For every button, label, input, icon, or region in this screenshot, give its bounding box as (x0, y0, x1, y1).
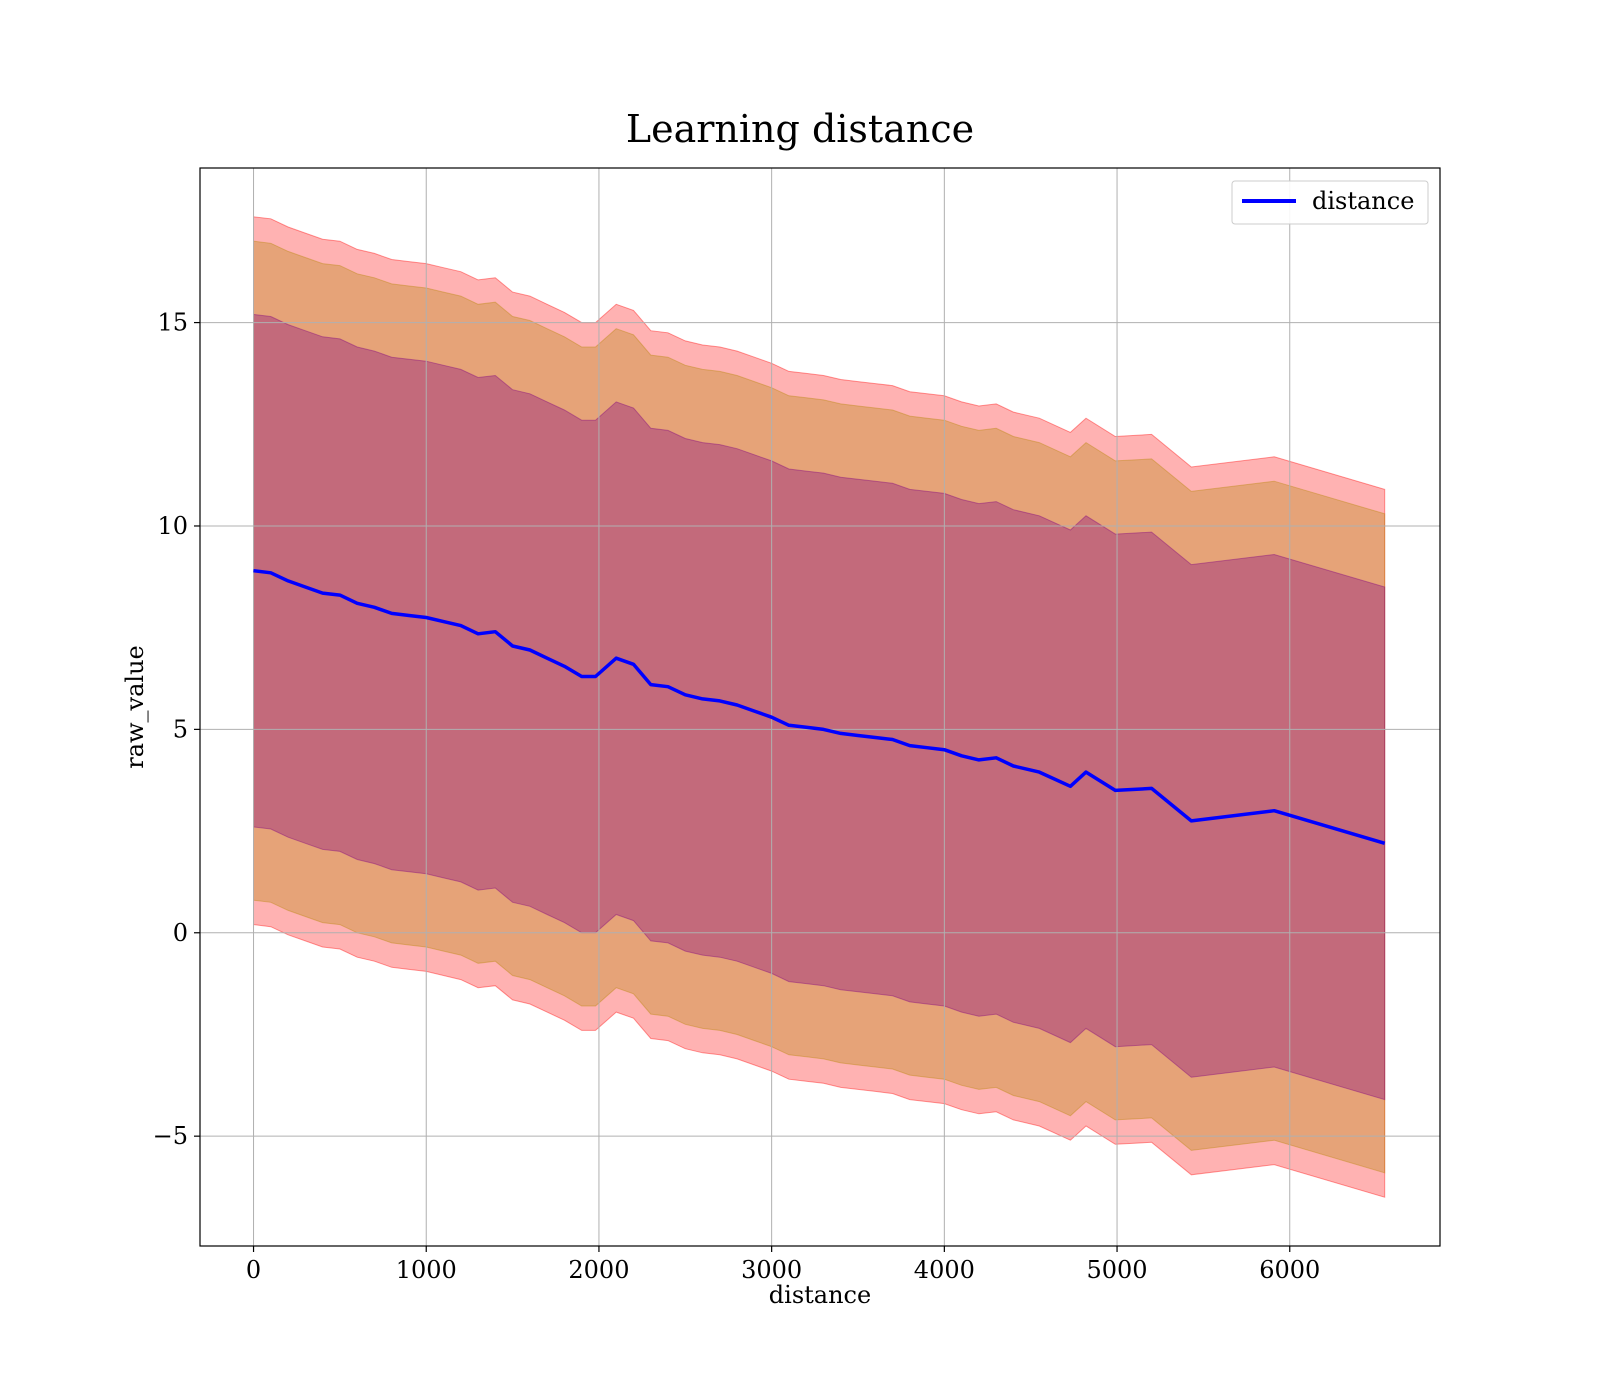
series-lines (253, 568, 1386, 845)
x-tick-label: 5000 (1087, 1256, 1148, 1284)
confidence-bands (253, 216, 1386, 1198)
legend-box (1231, 180, 1429, 225)
band-1-sigma (253, 313, 1386, 1101)
y-tick-label: 5 (173, 715, 188, 743)
y-tick-label: 0 (173, 919, 188, 947)
x-tick-label: 2000 (568, 1256, 629, 1284)
x-tick-label: 0 (246, 1256, 261, 1284)
x-ticks: 0 1000 2000 3000 4000 5000 6000 (246, 1246, 1320, 1284)
y-tick-label: 10 (157, 512, 188, 540)
x-axis-label: distance (769, 1281, 871, 1309)
legend: distance (1231, 180, 1429, 225)
y-tick-label: −5 (153, 1122, 188, 1150)
series-line-distance (253, 568, 1386, 845)
x-tick-label: 3000 (741, 1256, 802, 1284)
legend-label: distance (1312, 187, 1414, 215)
grid (200, 168, 1440, 1246)
x-tick-label: 1000 (396, 1256, 457, 1284)
y-tick-label: 15 (157, 309, 188, 337)
y-ticks: −5 0 5 10 15 (153, 309, 200, 1150)
band-3-sigma (253, 216, 1386, 1198)
y-axis-label: raw_value (121, 645, 149, 769)
band-2-sigma (253, 240, 1386, 1174)
x-tick-label: 4000 (914, 1256, 975, 1284)
plot-area-frame (199, 167, 1441, 1247)
x-tick-label: 6000 (1259, 1256, 1320, 1284)
chart-title: Learning distance (626, 107, 974, 151)
